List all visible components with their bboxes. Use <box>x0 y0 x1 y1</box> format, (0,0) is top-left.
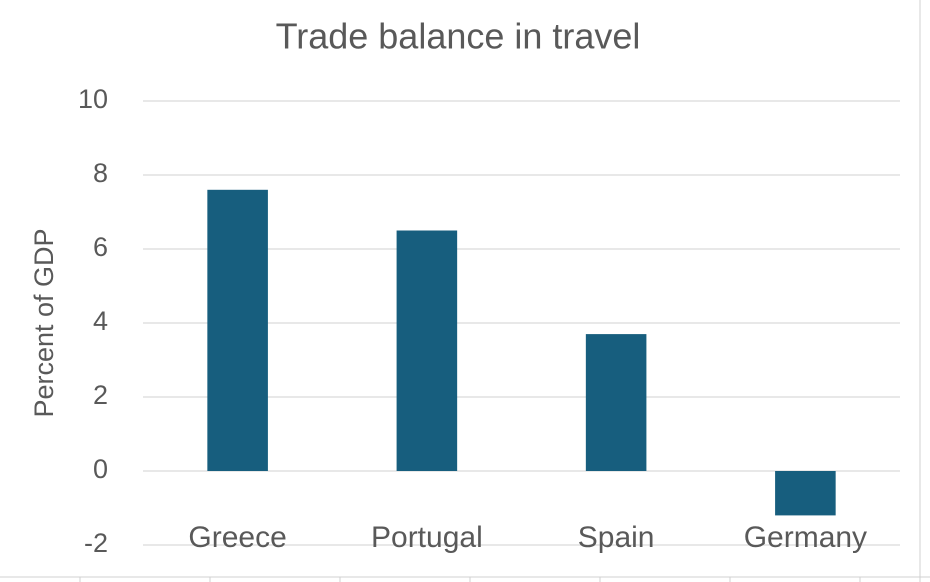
y-tick-label: 8 <box>93 158 108 188</box>
y-tick-label: 2 <box>93 380 108 410</box>
bar <box>585 334 647 471</box>
y-tick-label: 0 <box>93 454 108 484</box>
bar <box>207 189 268 472</box>
y-tick-label: 10 <box>78 84 108 114</box>
y-tick-label: 4 <box>93 306 108 336</box>
x-tick-label: Portugal <box>371 521 483 554</box>
x-tick-label: Spain <box>578 521 655 554</box>
x-tick-label: Germany <box>744 521 867 554</box>
y-tick-label: -2 <box>84 528 108 558</box>
chart-title: Trade balance in travel <box>276 16 641 57</box>
bar <box>775 471 836 516</box>
y-axis-title: Percent of GDP <box>29 228 59 417</box>
x-tick-label: Greece <box>188 521 286 554</box>
y-tick-label: 6 <box>93 232 108 262</box>
bar <box>396 230 458 471</box>
